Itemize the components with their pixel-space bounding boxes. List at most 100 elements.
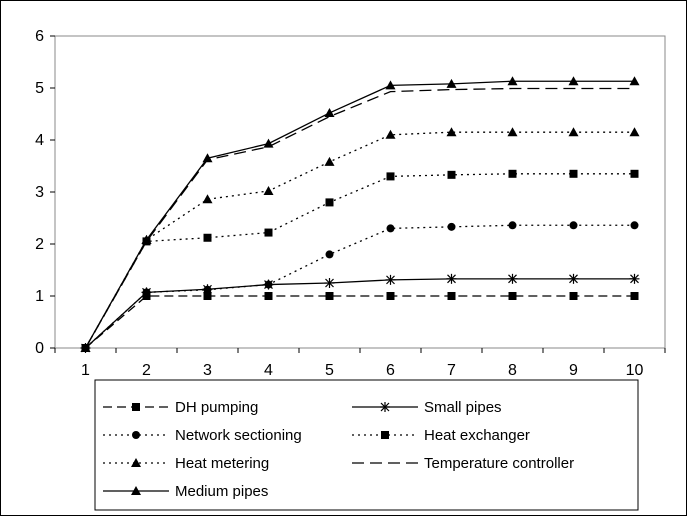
data-point xyxy=(141,234,152,244)
x-tick-label: 7 xyxy=(447,362,456,379)
data-point xyxy=(568,76,579,86)
data-point xyxy=(569,292,578,300)
legend-item: Network sectioning xyxy=(103,427,302,444)
series-heat-metering xyxy=(80,127,640,352)
data-point xyxy=(630,169,639,178)
data-point xyxy=(447,292,456,300)
x-tick-label: 2 xyxy=(142,362,151,379)
series-line xyxy=(84,173,635,349)
x-axis: 1 2 3 4 5 6 7 8 9 10 xyxy=(54,348,666,379)
y-tick-label: 2 xyxy=(35,236,44,253)
data-point xyxy=(569,221,578,230)
legend-item: Heat metering xyxy=(103,455,269,472)
y-tick-label: 6 xyxy=(35,28,44,45)
x-tick-label: 3 xyxy=(203,362,212,379)
legend-label: Medium pipes xyxy=(175,483,268,500)
data-point xyxy=(630,292,639,300)
x-tick-label: 6 xyxy=(386,362,395,379)
data-point xyxy=(263,185,274,195)
data-point xyxy=(385,274,396,285)
y-tick-label: 3 xyxy=(35,184,44,201)
data-point xyxy=(324,278,335,288)
data-point xyxy=(386,292,395,300)
y-tick-label: 4 xyxy=(35,132,44,149)
series-line xyxy=(85,224,635,349)
data-point xyxy=(264,280,273,289)
series-medium-pipes xyxy=(80,76,640,352)
legend-marker xyxy=(131,486,141,495)
data-point xyxy=(203,233,212,242)
data-point xyxy=(507,273,518,284)
data-point xyxy=(142,288,151,297)
y-tick-label: 5 xyxy=(35,80,44,97)
data-point xyxy=(385,80,396,90)
data-point xyxy=(385,129,396,139)
series-small-pipes xyxy=(80,273,640,353)
legend-item: Medium pipes xyxy=(103,483,268,500)
y-tick-label: 0 xyxy=(35,340,44,357)
legend-marker xyxy=(381,431,389,439)
data-point xyxy=(446,273,457,284)
data-point xyxy=(203,285,212,294)
series-heat-exchanger xyxy=(81,169,639,352)
data-point xyxy=(630,221,639,230)
data-point xyxy=(80,343,91,352)
x-tick-label: 10 xyxy=(626,362,644,379)
legend-marker xyxy=(131,458,141,467)
data-point xyxy=(325,198,334,207)
data-point xyxy=(508,292,517,300)
legend-marker xyxy=(380,402,390,412)
x-tick-label: 8 xyxy=(508,362,517,379)
data-point xyxy=(386,224,395,233)
legend-marker xyxy=(132,431,140,439)
data-point xyxy=(324,156,335,166)
data-point xyxy=(324,107,335,117)
series-line xyxy=(84,87,635,349)
x-tick-label: 5 xyxy=(325,362,334,379)
series-temperature-controller xyxy=(84,87,635,349)
x-tick-label: 9 xyxy=(569,362,578,379)
data-point xyxy=(508,169,517,178)
data-point xyxy=(202,194,213,204)
legend-item: DH pumping xyxy=(103,399,258,416)
y-axis: 0 1 2 3 4 5 6 xyxy=(35,28,55,357)
series-line xyxy=(84,80,635,349)
y-tick-label: 1 xyxy=(35,288,44,305)
legend-label: Temperature controller xyxy=(424,455,574,472)
data-point xyxy=(629,76,640,86)
data-point xyxy=(264,292,273,300)
series-layer xyxy=(80,76,640,353)
data-point xyxy=(325,292,334,300)
data-point xyxy=(568,273,579,284)
legend-label: Heat exchanger xyxy=(424,427,530,444)
legend-label: Heat metering xyxy=(175,455,269,472)
data-point xyxy=(446,127,457,137)
legend: DH pumping Small pipes Network sectioning H… xyxy=(103,399,574,500)
data-point xyxy=(629,127,640,137)
legend-label: Small pipes xyxy=(424,399,502,416)
data-point xyxy=(446,78,457,88)
data-point xyxy=(568,127,579,137)
legend-marker xyxy=(132,403,140,411)
data-point xyxy=(264,228,273,237)
data-point xyxy=(203,292,212,300)
data-point xyxy=(386,172,395,181)
legend-item: Temperature controller xyxy=(352,455,574,472)
data-point xyxy=(508,221,517,230)
series-network-sectioning xyxy=(81,221,639,352)
legend-item: Small pipes xyxy=(352,399,502,416)
series-line xyxy=(85,278,635,349)
legend-label: DH pumping xyxy=(175,399,258,416)
data-point xyxy=(447,170,456,179)
x-tick-label: 4 xyxy=(264,362,273,379)
legend-item: Heat exchanger xyxy=(352,427,530,444)
data-point xyxy=(325,250,334,259)
legend-label: Network sectioning xyxy=(175,427,302,444)
series-dh-pumping xyxy=(81,292,639,352)
data-point xyxy=(447,222,456,231)
data-point xyxy=(263,138,274,148)
data-point xyxy=(569,169,578,178)
data-point xyxy=(507,127,518,137)
series-line xyxy=(85,295,635,349)
